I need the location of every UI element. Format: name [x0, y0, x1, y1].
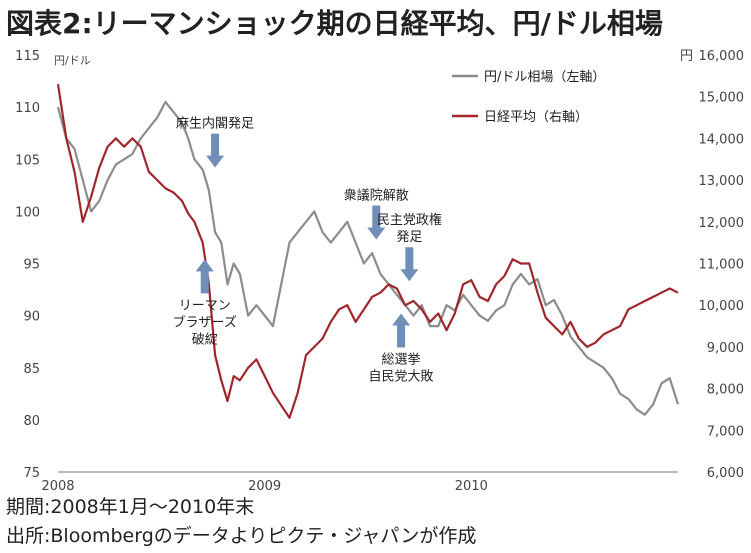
- right-tick-label: 9,000: [707, 341, 744, 356]
- annotation-label: 麻生内閣発足: [176, 116, 254, 132]
- left-tick-label: 75: [23, 466, 40, 481]
- arrow-down-icon: [206, 133, 225, 168]
- legend: 円/ドル相場（左軸） 日経平均（右軸）: [452, 70, 605, 125]
- nikkei-series-line: [56, 84, 679, 419]
- x-tick-label: 2009: [248, 479, 281, 494]
- left-tick-label: 80: [23, 414, 40, 429]
- annotation-label: リーマン: [179, 298, 231, 313]
- right-axis-unit: 円: [680, 49, 693, 64]
- right-tick-label: 13,000: [699, 174, 745, 189]
- x-tick-label: 2010: [455, 479, 488, 494]
- left-tick-label: 105: [15, 153, 40, 168]
- annotation-label: 総選挙: [382, 353, 421, 368]
- arrow-down-icon: [367, 205, 386, 240]
- period-note: 期間:2008年1月～2010年末: [6, 496, 255, 518]
- usdjpy-series-line: [56, 100, 680, 416]
- arrow-up-icon: [195, 259, 214, 294]
- left-tick-label: 95: [23, 258, 40, 273]
- annotation: 麻生内閣発足: [176, 116, 254, 168]
- annotation-label: 破綻: [192, 332, 218, 347]
- annotation-label: 発足: [396, 230, 422, 245]
- right-tick-label: 12,000: [699, 216, 745, 231]
- legend-label: 円/ドル相場（左軸）: [484, 70, 605, 85]
- left-axis-unit: 円/ドル: [54, 54, 91, 67]
- y-axis-right: 6,000 7,000 8,000 9,000 10,000 11,000 12,000 13…: [680, 49, 744, 481]
- left-tick-label: 100: [15, 205, 40, 220]
- left-tick-label: 110: [15, 101, 40, 116]
- annotation-label: 衆議院解散: [344, 188, 409, 204]
- right-tick-label: 8,000: [707, 383, 744, 398]
- page-title: 図表2:リーマンショック期の日経平均、円/ドル相場: [6, 7, 663, 40]
- x-axis: 2008 2009 2010: [41, 479, 487, 494]
- right-tick-label: 16,000: [699, 49, 745, 64]
- left-tick-label: 85: [23, 362, 40, 377]
- left-tick-label: 90: [23, 310, 40, 325]
- left-tick-label: 115: [15, 49, 40, 64]
- x-tick-label: 2008: [41, 479, 74, 494]
- annotation-label: 自民党大敗: [369, 370, 434, 385]
- source-note: 出所:Bloombergのデータよりピクテ・ジャパンが作成: [6, 525, 477, 547]
- right-tick-label: 10,000: [699, 299, 745, 314]
- annotation-label: ブラザーズ: [173, 314, 237, 330]
- annotation: 衆議院解散: [344, 188, 409, 240]
- series-lines: [56, 84, 680, 419]
- annotation-label: 民主党政権: [377, 212, 442, 228]
- right-tick-label: 6,000: [707, 466, 744, 481]
- right-tick-label: 7,000: [707, 424, 744, 439]
- legend-label: 日経平均（右軸）: [484, 110, 588, 125]
- right-tick-label: 11,000: [699, 258, 745, 273]
- right-tick-label: 14,000: [699, 132, 745, 147]
- y-axis-left: 75 80 85 90 95 100 105 110 115 円/ドル: [15, 49, 91, 481]
- right-tick-label: 15,000: [699, 91, 745, 106]
- arrow-down-icon: [400, 247, 419, 282]
- arrow-up-icon: [392, 313, 411, 348]
